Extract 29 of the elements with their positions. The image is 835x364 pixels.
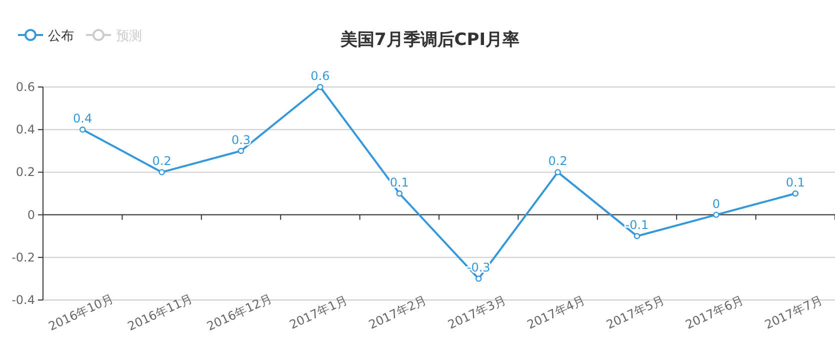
point [317, 84, 324, 90]
y-tick-label: -0.2 [12, 250, 35, 264]
data-label: -0.1 [625, 218, 649, 232]
y-tick-label: -0.4 [12, 293, 35, 307]
y-tick-label: 0 [27, 208, 35, 222]
point [713, 212, 720, 218]
point [554, 169, 561, 176]
x-tick-label: 2016年10月 [46, 291, 116, 334]
point [634, 233, 640, 240]
chart-title: 美国7月季调后CPI月率 [339, 30, 520, 50]
x-tick-label: 2016年12月 [204, 291, 274, 334]
point [792, 190, 798, 197]
data-label: 0.2 [548, 154, 568, 168]
point [238, 148, 244, 154]
data-label: 0.3 [231, 132, 251, 147]
y-tick-label: 0.2 [16, 165, 35, 180]
legend-label: 公布 [48, 29, 74, 44]
point [396, 190, 402, 197]
y-tick-label: 0.4 [16, 122, 35, 137]
data-label: 0.6 [310, 69, 330, 83]
point [158, 169, 165, 176]
point [80, 126, 86, 133]
data-label: 0 [712, 196, 720, 211]
data-label: 0.1 [786, 176, 805, 190]
x-tick-label: 2016年11月 [126, 291, 195, 334]
point [476, 276, 482, 282]
data-label: 0.2 [152, 154, 172, 168]
data-label: 0.4 [73, 112, 92, 126]
y-tick-label: 0.6 [16, 80, 35, 94]
